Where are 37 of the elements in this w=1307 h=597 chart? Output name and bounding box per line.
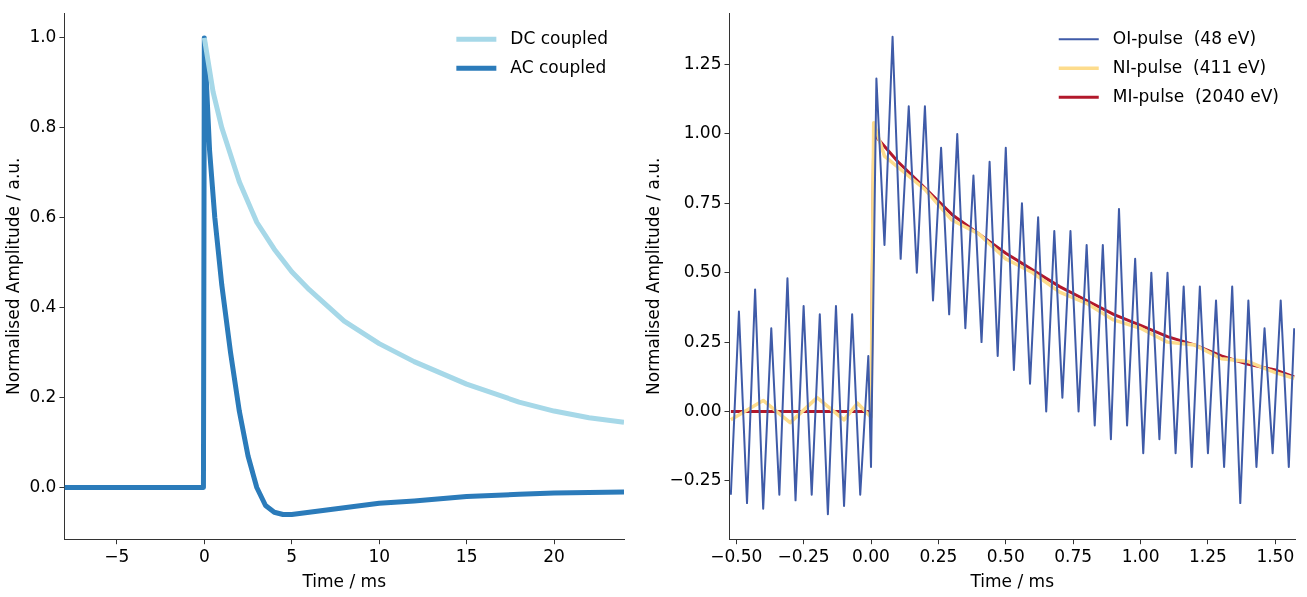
y-axis-title: Normalised Amplitude / a.u. — [2, 157, 23, 395]
legend-label: NI-pulse (411 eV) — [1112, 56, 1267, 77]
x-tick-label: 1.50 — [1256, 545, 1295, 566]
y-tick-label: 1.25 — [683, 52, 722, 73]
y-tick-label: 1.0 — [29, 26, 57, 47]
y-tick-label: 0.4 — [29, 296, 57, 317]
y-tick-label: 0.25 — [683, 330, 722, 351]
legend-label: MI-pulse (2040 eV) — [1112, 85, 1279, 106]
x-tick-label: 1.00 — [1121, 545, 1160, 566]
x-tick-label: 10 — [368, 545, 391, 566]
x-tick-label: −5 — [104, 545, 130, 566]
x-tick-label: 0.25 — [919, 545, 958, 566]
x-axis-title: Time / ms — [969, 571, 1055, 592]
legend-label: AC coupled — [510, 56, 607, 77]
y-tick-label: 0.00 — [683, 399, 722, 420]
y-tick-label: 0.50 — [683, 261, 722, 282]
x-axis-title: Time / ms — [301, 571, 387, 592]
y-tick-label: 0.75 — [683, 191, 722, 212]
y-tick-label: 0.2 — [29, 386, 57, 407]
legend-label: DC coupled — [510, 27, 609, 48]
x-tick-label: 5 — [286, 545, 298, 566]
y-tick-label: 0.8 — [29, 116, 57, 137]
x-tick-label: 0.00 — [852, 545, 890, 566]
x-tick-label: −0.50 — [710, 545, 763, 566]
y-tick-label: 0.0 — [29, 475, 57, 496]
x-tick-label: 20 — [543, 545, 565, 566]
x-tick-label: −0.25 — [777, 545, 830, 566]
x-tick-label: 15 — [455, 545, 478, 566]
x-tick-label: 0.50 — [986, 545, 1025, 566]
y-axis-title: Normalised Amplitude / a.u. — [642, 157, 663, 395]
y-tick-label: 1.00 — [683, 122, 722, 143]
x-tick-label: 1.25 — [1189, 545, 1227, 566]
x-tick-label: 0.75 — [1054, 545, 1093, 566]
y-tick-label: 0.6 — [29, 206, 57, 227]
legend-label: OI-pulse (48 eV) — [1112, 27, 1257, 48]
y-tick-label: −0.25 — [669, 469, 722, 490]
x-tick-label: 0 — [198, 545, 210, 566]
